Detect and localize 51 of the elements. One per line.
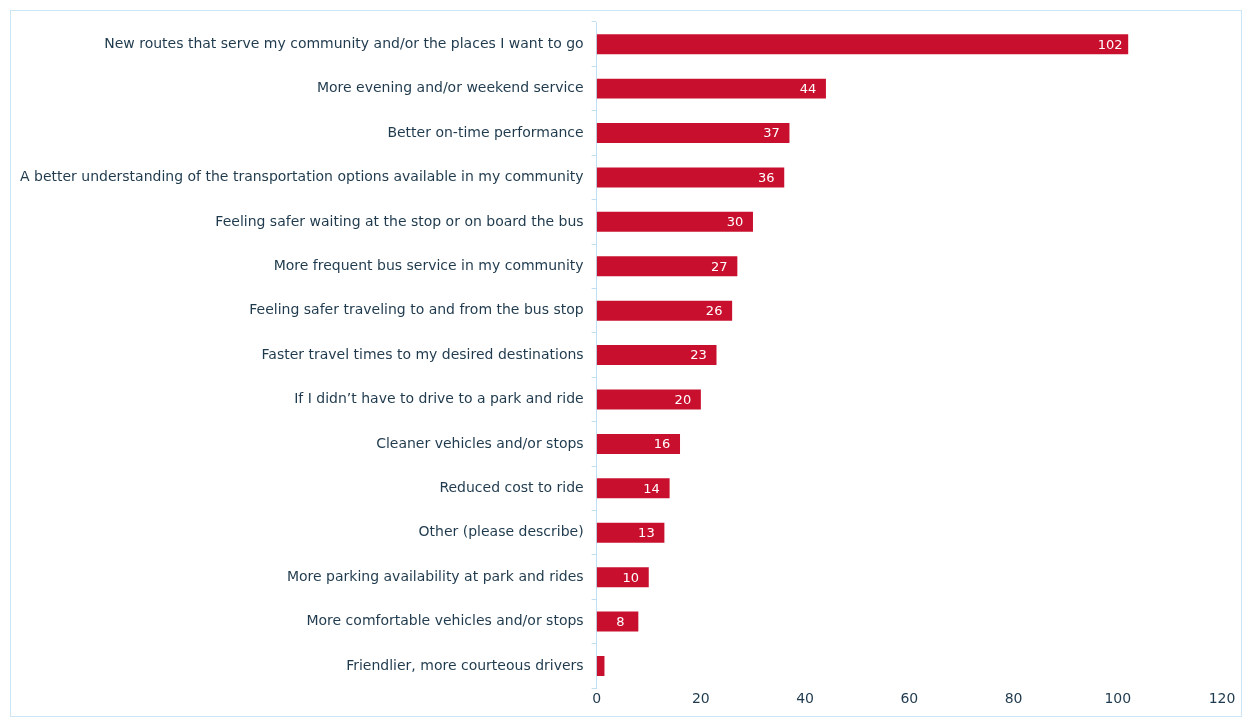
- data-label: 13: [638, 525, 655, 541]
- data-label: 36: [757, 169, 775, 185]
- x-tick-label: 120: [1208, 690, 1236, 707]
- data-label: 23: [690, 347, 707, 363]
- bar: [596, 300, 733, 321]
- y-tick-label: More evening and/or weekend service: [316, 79, 584, 96]
- y-tick-label: New routes that serve my community and/or the places I want to go: [104, 34, 584, 51]
- x-tick-label: 80: [1004, 690, 1023, 707]
- y-tick-label: A better understanding of the transportation options available in my community: [19, 168, 584, 185]
- data-label: 8: [616, 613, 625, 629]
- data-label: 26: [705, 303, 723, 319]
- y-tick-label: Feeling safer traveling to and from the bus stop: [249, 301, 584, 318]
- y-tick-label: More frequent bus service in my community: [273, 256, 584, 273]
- y-tick-label: Other (please describe): [418, 523, 584, 540]
- bar: [596, 256, 738, 277]
- y-tick-label: If I didn’t have to drive to a park and ride: [294, 390, 584, 407]
- bar: [596, 211, 753, 232]
- x-tick-label: 60: [900, 690, 919, 707]
- bar: [596, 478, 670, 499]
- data-label: 10: [622, 569, 640, 585]
- x-tick-label: 20: [691, 690, 710, 707]
- data-label: 30: [726, 214, 744, 230]
- bar: [596, 656, 605, 676]
- bar: [596, 34, 1129, 55]
- bar: [596, 611, 639, 632]
- x-tick-label: 0: [592, 690, 602, 707]
- data-label: 102: [1097, 36, 1123, 52]
- x-tick-label: 40: [796, 690, 815, 707]
- data-label: 27: [711, 258, 728, 274]
- y-tick-label: Better on-time performance: [387, 123, 584, 140]
- bar: [596, 567, 649, 588]
- data-label: 44: [799, 81, 817, 96]
- y-tick-label: More parking availability at park and rides: [286, 567, 584, 584]
- bar: [596, 345, 717, 366]
- y-tick-label: Feeling safer waiting at the stop or on board the bus: [215, 212, 584, 229]
- y-tick-label: Friendlier, more courteous drivers: [346, 656, 584, 673]
- y-tick-label: Reduced cost to ride: [439, 478, 584, 495]
- bar: [596, 522, 665, 543]
- bar: [596, 167, 785, 188]
- data-label: 16: [653, 436, 671, 452]
- y-tick-label: More comfortable vehicles and/or stops: [306, 612, 584, 629]
- data-label: 14: [643, 480, 660, 496]
- y-tick-label: Faster travel times to my desired destinations: [261, 345, 584, 362]
- data-label: 37: [763, 125, 780, 141]
- y-tick-label: Cleaner vehicles and/or stops: [376, 434, 584, 451]
- bar: [596, 389, 701, 410]
- x-tick-label: 100: [1104, 690, 1132, 707]
- bar: [596, 433, 681, 454]
- data-label: 20: [674, 391, 692, 407]
- bar: [596, 123, 790, 144]
- bar: [596, 78, 826, 99]
